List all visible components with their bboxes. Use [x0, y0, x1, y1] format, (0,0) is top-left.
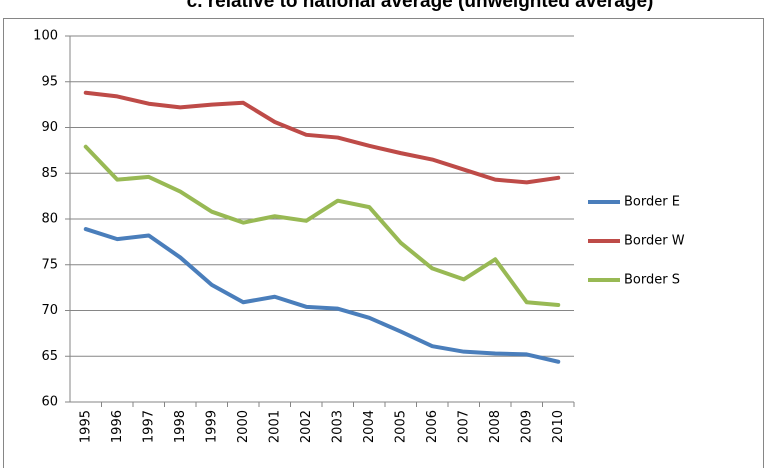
series-line [83, 227, 561, 364]
x-tick-label: 2008 [488, 410, 503, 443]
series-line [83, 144, 561, 308]
x-tick-label: 2001 [267, 410, 282, 443]
y-tick-label: 70 [41, 303, 58, 318]
x-tick-label: 2002 [299, 410, 314, 443]
x-tick-label: 2007 [456, 410, 471, 443]
y-tick-label: 90 [41, 120, 58, 135]
x-tick-label: 2004 [362, 410, 377, 443]
x-tick-label: 2003 [330, 410, 345, 443]
x-tick-label: 2006 [425, 410, 440, 443]
x-tick-label: 2005 [393, 410, 408, 443]
x-tick-label: 1995 [78, 410, 93, 443]
y-tick-label: 75 [41, 257, 58, 272]
chart-frame [3, 18, 764, 468]
chart-title: c. relative to national average (unweigh… [187, 0, 654, 12]
y-tick-label: 100 [33, 29, 58, 44]
x-tick-label: 2009 [519, 410, 534, 443]
x-tick-label: 1999 [204, 410, 219, 443]
y-tick-label: 95 [41, 74, 58, 89]
y-tick-label: 60 [41, 395, 58, 410]
x-tick-label: 1997 [141, 410, 156, 443]
x-tick-label: 2000 [236, 410, 251, 443]
x-tick-label: 2010 [551, 410, 566, 443]
y-tick-label: 80 [41, 212, 58, 227]
legend-label: Border E [624, 195, 680, 210]
x-tick-label: 1996 [110, 410, 125, 443]
x-tick-label: 1998 [173, 410, 188, 443]
y-tick-label: 65 [41, 349, 58, 364]
legend-label: Border S [624, 273, 680, 288]
series-line [83, 90, 561, 185]
legend-label: Border W [624, 234, 685, 249]
y-tick-label: 85 [41, 166, 58, 181]
